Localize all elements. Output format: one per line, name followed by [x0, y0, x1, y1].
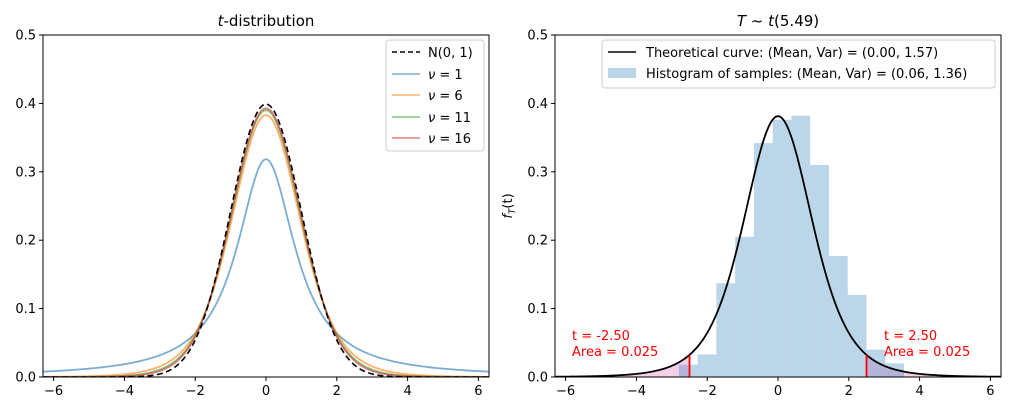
x-tick-label: −4 [115, 384, 134, 399]
y-tick-label: 0.1 [15, 302, 36, 317]
x-tick-label: −2 [698, 384, 717, 399]
right-y-axis: 0.0 0.1 0.2 0.3 0.4 0.5 [527, 29, 555, 386]
right-legend-label-hist: Histogram of samples: (Mean, Var) = (0.0… [646, 67, 967, 82]
left-y-axis: 0.0 0.1 0.2 0.3 0.4 0.5 [15, 29, 43, 386]
histogram-bar [716, 283, 736, 377]
x-tick-label: 2 [845, 384, 853, 399]
right-chart: T ~ t(5.49) −6 −4 −2 0 2 4 6 0.00.10.20.30.40.… [501, 12, 1002, 399]
series-line-nu1 [43, 158, 489, 373]
right-tail-annotation-area: Area = 0.025 [884, 345, 970, 360]
left-tail-annotation-t: t = -2.50 [572, 329, 630, 344]
y-tick-label: 0.2 [15, 234, 36, 249]
y-tick-label: 0.3 [527, 165, 548, 180]
right-legend: Theoretical curve: (Mean, Var) = (0.00, … [601, 39, 996, 89]
histogram-bar [678, 364, 698, 377]
left-chart: t-distribution −6 −4 −2 0 2 4 6 0.00.10.20.30.… [15, 12, 490, 399]
left-legend-label-nu16: ν = 16 [428, 132, 471, 147]
left-x-axis: −6 −4 −2 0 2 4 6 [44, 377, 483, 399]
y-tick-label: 0.1 [527, 302, 548, 317]
left-tail-annotation-area: Area = 0.025 [572, 345, 658, 360]
y-tick-label: 0.5 [15, 29, 36, 44]
right-legend-label-curve: Theoretical curve: (Mean, Var) = (0.00, … [645, 46, 938, 61]
right-tail-annotation-t: t = 2.50 [884, 329, 937, 344]
y-tick-label: 0.4 [527, 97, 548, 112]
left-title-rest: -distribution [223, 12, 314, 30]
theoretical-curve [555, 115, 1001, 377]
histogram-bar [753, 143, 773, 377]
right-plot-area [555, 115, 1001, 377]
left-legend-box [385, 39, 485, 152]
y-tick-label: 0.0 [15, 371, 36, 386]
left-legend-label-nu11: ν = 11 [428, 111, 471, 126]
x-tick-label: −6 [556, 384, 575, 399]
x-tick-label: 6 [474, 384, 482, 399]
histogram-bar [791, 115, 811, 377]
x-tick-label: 0 [774, 384, 782, 399]
histogram-bar [810, 164, 829, 377]
right-chart-title: T ~ t(5.49) [737, 12, 819, 30]
left-chart-title: t-distribution [218, 12, 315, 30]
histogram-bar [847, 294, 867, 377]
y-tick-label: 0.4 [15, 97, 36, 112]
y-tick-label: 0.5 [527, 29, 548, 44]
series-line-nu6 [43, 114, 489, 377]
y-tick-label: 0.3 [15, 165, 36, 180]
x-tick-label: 4 [403, 384, 411, 399]
histogram-bar [735, 236, 754, 377]
histogram-bar [772, 119, 792, 377]
x-tick-label: 4 [915, 384, 923, 399]
x-tick-label: 2 [333, 384, 341, 399]
histogram-bar [866, 349, 886, 377]
left-title-italic: t [218, 12, 225, 30]
histogram-bar [697, 354, 717, 377]
left-legend-label-normal: N(0, 1) [428, 46, 473, 61]
x-tick-label: 6 [986, 384, 994, 399]
histogram-bar [828, 255, 848, 377]
right-legend-box [601, 39, 996, 89]
left-legend-label-nu1: ν = 1 [428, 68, 463, 83]
x-tick-label: −2 [186, 384, 205, 399]
y-tick-label: 0.2 [527, 234, 548, 249]
x-tick-label: −6 [44, 384, 63, 399]
x-tick-label: −4 [627, 384, 646, 399]
right-y-axis-label: fT(t) [501, 193, 518, 218]
x-tick-label: 0 [262, 384, 270, 399]
left-legend-label-nu6: ν = 6 [428, 89, 463, 104]
y-tick-label: 0.0 [527, 371, 548, 386]
right-legend-swatch-hist [608, 68, 636, 78]
right-x-axis: −6 −4 −2 0 2 4 6 [556, 377, 995, 399]
left-legend: N(0, 1) ν = 1 ν = 6 ν = 11 ν = 16 [385, 39, 485, 152]
